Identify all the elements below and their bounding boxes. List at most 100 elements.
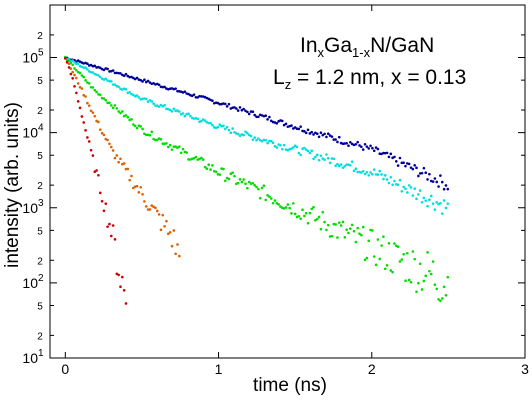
data-point	[139, 78, 143, 82]
series-2	[64, 55, 450, 303]
data-point	[71, 70, 74, 74]
data-point	[352, 229, 356, 233]
data-point	[128, 178, 131, 182]
data-point	[315, 132, 319, 136]
data-point	[194, 96, 198, 99]
data-point	[246, 186, 249, 190]
data-point	[371, 172, 374, 176]
data-point	[141, 127, 144, 131]
data-point	[317, 135, 321, 139]
data-point	[367, 174, 371, 177]
data-point	[411, 167, 415, 171]
data-point	[87, 104, 91, 107]
data-point	[194, 155, 198, 159]
data-point	[183, 90, 187, 93]
data-point	[266, 141, 269, 145]
data-point	[133, 124, 137, 128]
data-point	[319, 227, 323, 231]
data-point	[82, 121, 86, 124]
data-point	[257, 137, 260, 140]
data-point	[86, 101, 89, 105]
data-point	[159, 228, 163, 232]
data-point	[119, 285, 122, 289]
data-point	[246, 110, 249, 114]
data-point	[251, 110, 255, 113]
data-point	[247, 112, 251, 116]
data-point	[98, 93, 102, 97]
data-point	[207, 163, 211, 167]
data-point	[439, 299, 442, 303]
data-point	[166, 232, 170, 236]
data-point	[157, 105, 161, 108]
data-point	[115, 154, 119, 157]
data-point	[347, 231, 350, 235]
data-point	[255, 185, 258, 189]
data-point	[367, 239, 371, 243]
data-point	[200, 156, 203, 160]
data-point	[266, 194, 269, 197]
data-point	[109, 80, 113, 83]
data-point	[288, 206, 291, 210]
data-point	[358, 144, 361, 147]
data-point	[442, 187, 446, 191]
data-point	[71, 63, 74, 67]
data-point	[406, 251, 409, 255]
data-point	[122, 162, 126, 165]
data-point	[84, 66, 87, 69]
data-point	[73, 73, 76, 77]
data-point	[132, 93, 135, 97]
data-point	[269, 139, 273, 143]
data-point	[227, 128, 231, 132]
data-point	[86, 62, 89, 65]
x-axis-label: time (ns)	[253, 375, 327, 396]
y-minor-tick-label: 5	[37, 76, 43, 87]
data-point	[104, 77, 108, 81]
data-point	[365, 145, 369, 148]
data-point	[141, 80, 144, 83]
data-point	[76, 100, 80, 103]
data-point	[325, 228, 328, 232]
x-tick-label: 0	[61, 361, 69, 377]
data-point	[253, 136, 257, 139]
data-point	[137, 191, 141, 194]
data-point	[113, 238, 117, 241]
data-point	[67, 66, 71, 69]
data-point	[315, 217, 319, 221]
data-point	[251, 181, 255, 185]
data-point	[321, 133, 325, 137]
data-point	[97, 173, 100, 177]
data-point	[431, 180, 435, 183]
data-point	[121, 275, 124, 279]
data-point	[260, 139, 264, 143]
y-minor-tick-label: 2	[37, 256, 43, 267]
data-point	[369, 144, 372, 148]
data-point	[297, 127, 301, 131]
data-point	[308, 211, 312, 215]
data-point	[433, 208, 437, 211]
y-minor-tick-label: 2	[37, 331, 43, 342]
data-point	[446, 275, 450, 279]
data-point	[374, 263, 378, 267]
data-point	[341, 220, 345, 224]
data-point	[422, 166, 426, 170]
data-point	[126, 116, 130, 119]
data-point	[135, 126, 139, 130]
data-point	[317, 158, 321, 162]
data-point	[71, 77, 74, 80]
data-point	[269, 197, 273, 200]
data-point	[249, 134, 253, 138]
data-point	[347, 144, 350, 148]
data-point	[178, 254, 181, 258]
data-point	[292, 146, 295, 149]
data-point	[280, 119, 284, 123]
data-point	[382, 235, 385, 238]
data-point	[354, 240, 358, 244]
data-point	[404, 279, 407, 282]
data-point	[334, 223, 337, 226]
data-point	[435, 201, 439, 204]
data-point	[117, 160, 120, 164]
data-point	[242, 107, 245, 111]
data-point	[235, 107, 238, 110]
data-point	[106, 225, 109, 228]
data-point	[71, 59, 74, 62]
